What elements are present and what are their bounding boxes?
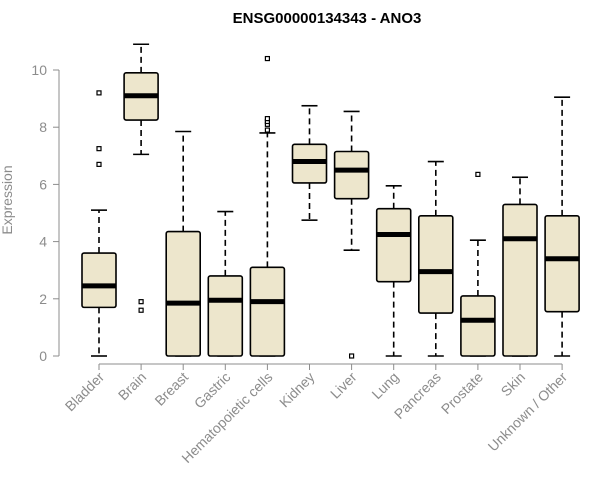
outlier-point	[264, 116, 270, 122]
outlier-point	[475, 171, 481, 177]
box-iqr	[333, 150, 370, 200]
outlier-point	[96, 161, 102, 167]
outlier-point	[264, 127, 270, 133]
box-group	[165, 130, 201, 357]
box-iqr	[460, 295, 496, 357]
chart-title: ENSG00000134343 - ANO3	[233, 10, 422, 27]
y-tick-label: 0	[39, 348, 47, 364]
x-tick-label: Brain	[115, 369, 149, 403]
box-iqr	[249, 266, 286, 357]
x-tick-label: Liver	[327, 369, 360, 402]
box-group	[417, 160, 454, 357]
box-iqr	[207, 275, 244, 357]
outlier-point	[349, 353, 355, 359]
y-tick-label: 6	[39, 176, 47, 192]
x-tick-label: Skin	[498, 369, 529, 400]
box-iqr	[81, 252, 117, 309]
y-tick-label: 4	[39, 234, 47, 250]
box-iqr	[417, 215, 454, 314]
box-iqr	[544, 215, 580, 313]
x-tick-label: Kidney	[276, 369, 318, 411]
y-axis-label: Expression	[0, 165, 15, 234]
x-tick-label: Pancreas	[391, 369, 444, 422]
box-group	[123, 43, 159, 313]
box-iqr	[502, 203, 538, 357]
box-group	[544, 96, 580, 357]
box-group	[502, 176, 538, 357]
box-iqr	[375, 207, 412, 283]
box-iqr	[165, 230, 201, 357]
outlier-point	[264, 55, 270, 62]
box-group	[291, 104, 328, 221]
outlier-point	[96, 90, 102, 96]
box-group	[375, 185, 412, 357]
x-tick-label: Prostate	[438, 369, 486, 417]
y-tick-label: 10	[31, 62, 47, 78]
y-tick-label: 8	[39, 119, 47, 135]
x-tick-label: Bladder	[62, 369, 108, 415]
x-tick-label: Unknown / Other	[485, 369, 571, 455]
axes: 0 2 4 6 8 10	[31, 62, 563, 370]
box-group	[81, 90, 117, 357]
y-tick-label: 2	[39, 291, 47, 307]
outlier-point	[96, 146, 102, 152]
x-tick-label: Breast	[151, 369, 191, 409]
boxes	[81, 43, 580, 359]
box-group	[333, 110, 370, 359]
x-tick-label: Lung	[368, 369, 401, 402]
box-group	[460, 171, 496, 357]
box-group	[249, 55, 286, 357]
box-group	[207, 210, 244, 357]
outlier-point	[138, 299, 144, 305]
outlier-point	[138, 307, 144, 313]
